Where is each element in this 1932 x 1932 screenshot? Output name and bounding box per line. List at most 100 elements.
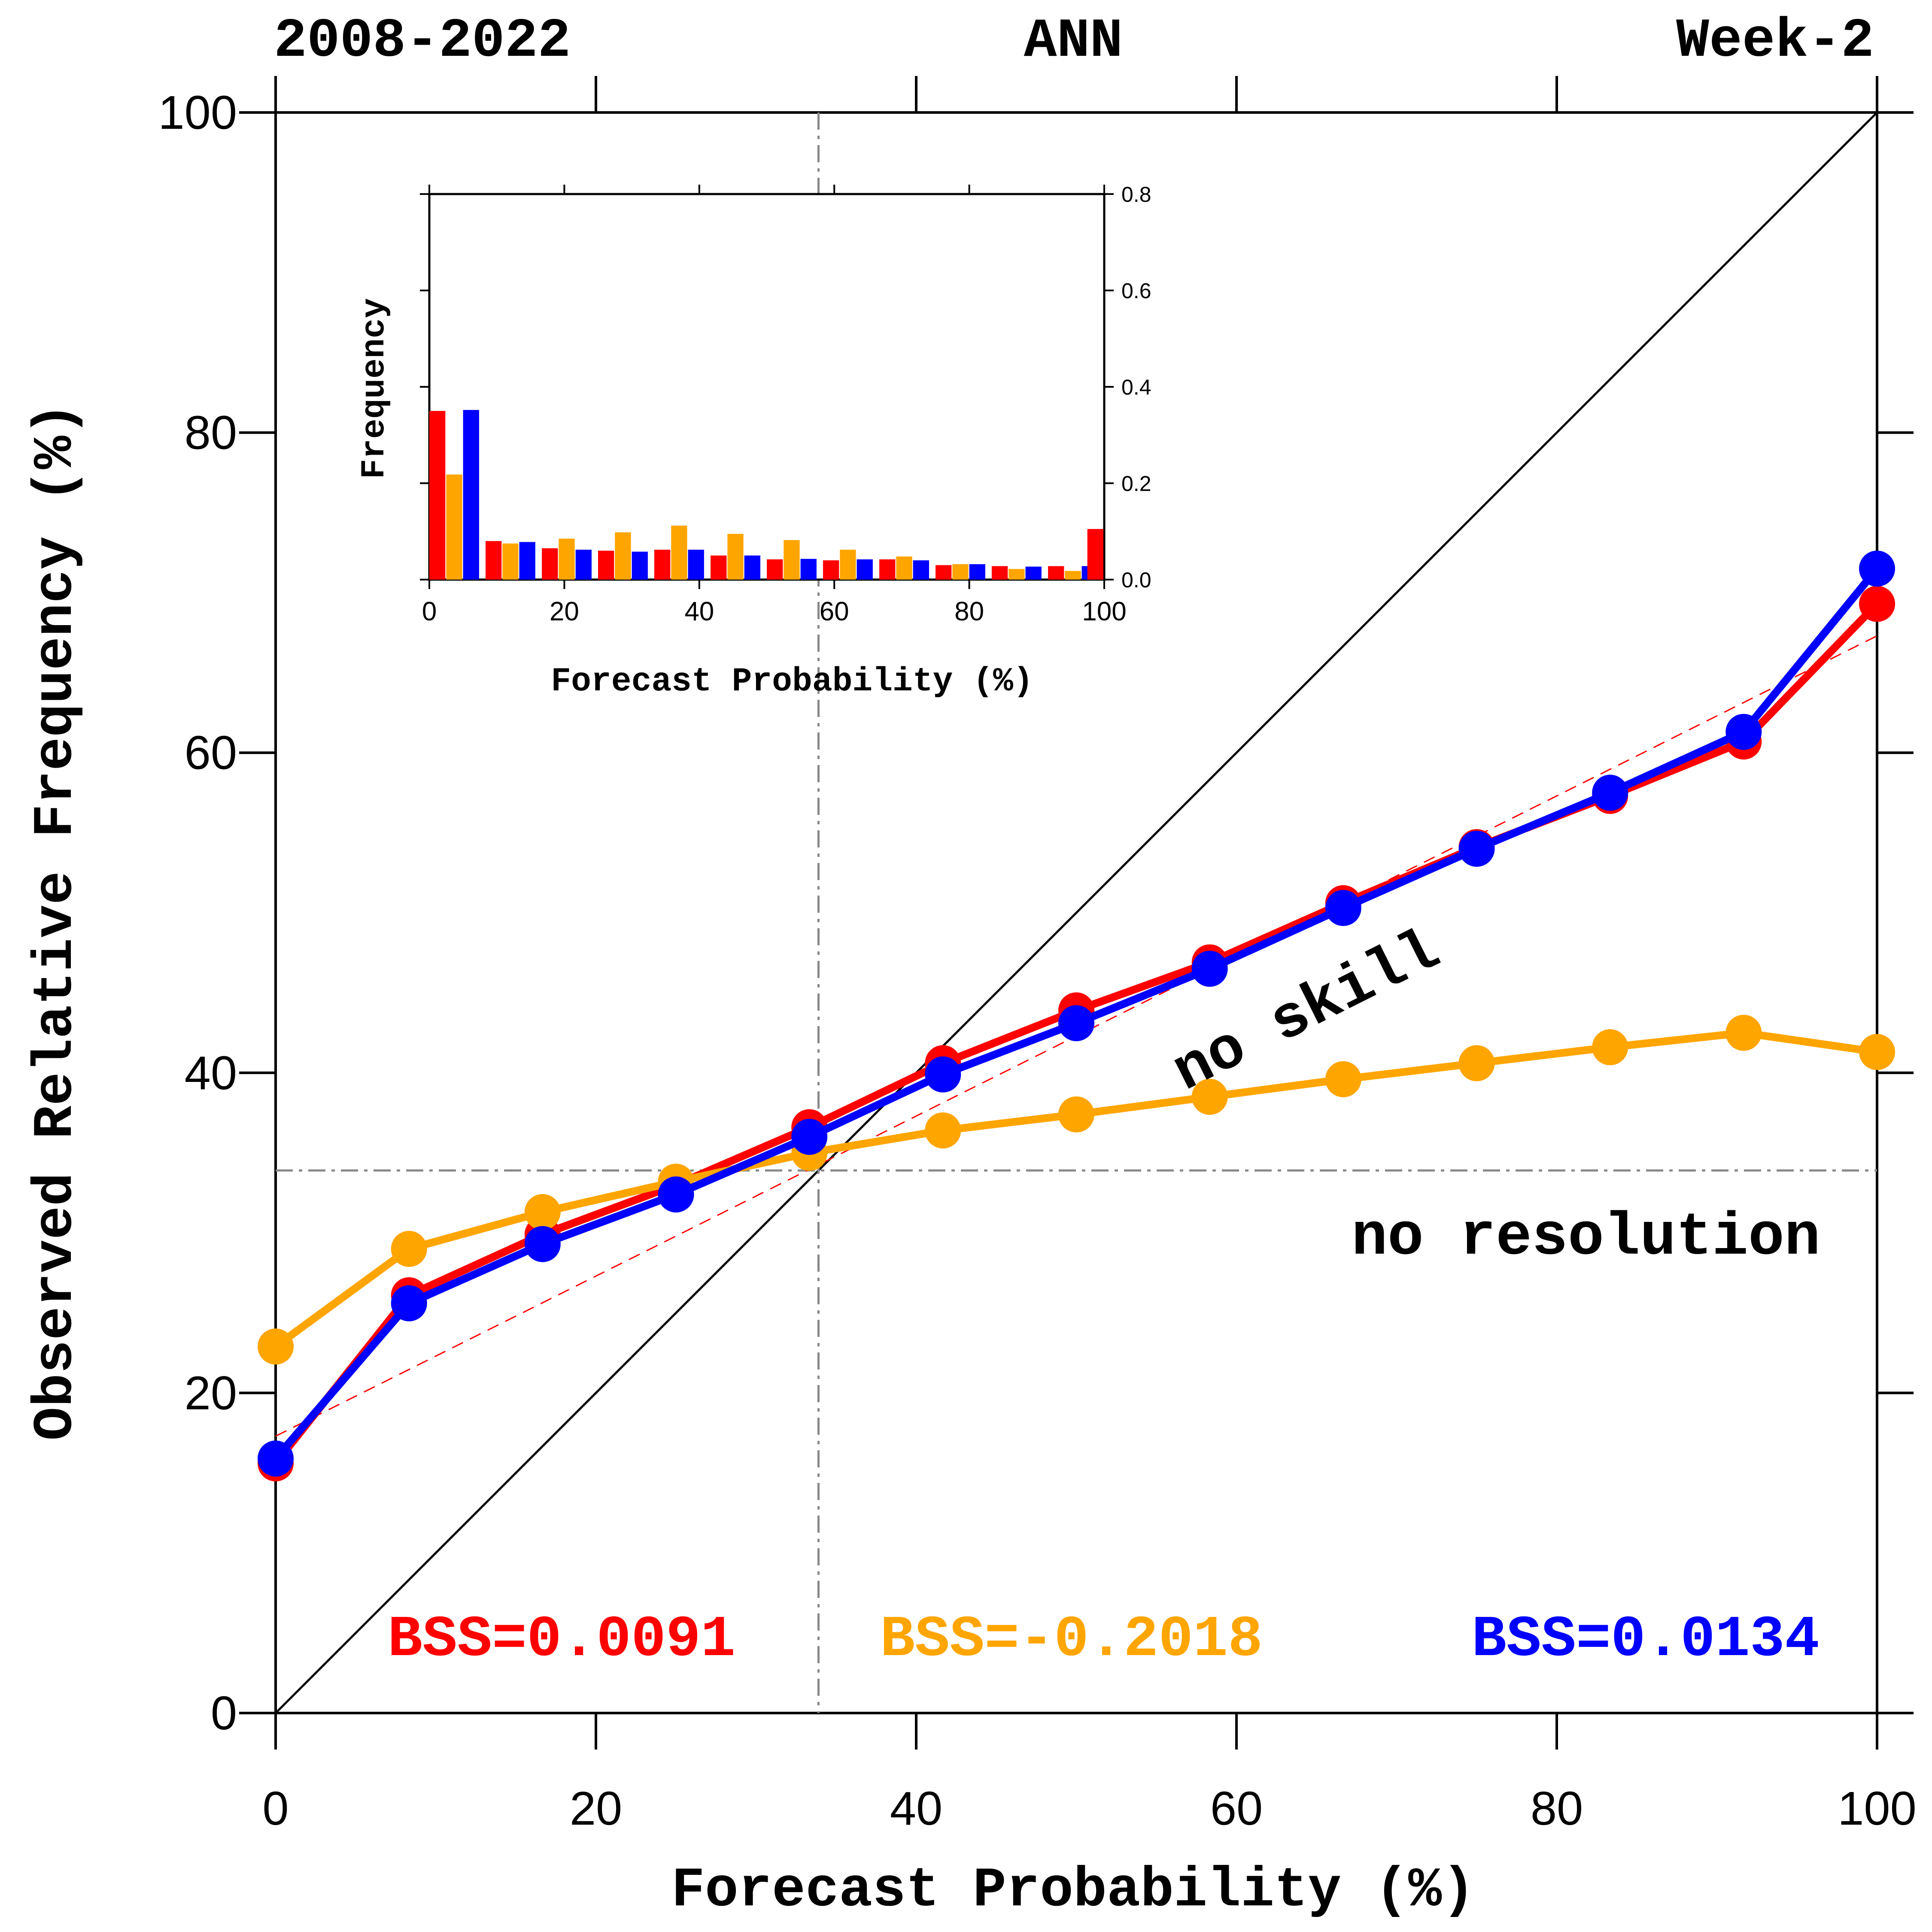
inset-bar-0 — [991, 566, 1008, 580]
inset-x-tick-label: 0 — [422, 597, 437, 626]
inset-bar-0 — [429, 411, 446, 580]
series-point-2 — [1458, 830, 1495, 867]
x-tick-label: 100 — [1838, 1782, 1917, 1835]
y-tick-label: 40 — [185, 1047, 237, 1100]
series-point-2 — [1592, 775, 1628, 811]
inset-bar-0 — [1087, 529, 1103, 580]
inset-bar-1 — [1009, 569, 1025, 580]
series-point-1 — [1191, 1078, 1228, 1115]
inset-x-tick-label: 20 — [550, 597, 579, 626]
inset-bar-2 — [857, 559, 873, 580]
y-axis-title: Observed Relative Frequency (%) — [25, 402, 88, 1440]
inset-bar-0 — [936, 565, 952, 580]
series-line-1 — [273, 1029, 1878, 1350]
bss-orange-label: BSS=-0.2018 — [880, 1607, 1263, 1673]
inset-bar-1 — [559, 538, 575, 580]
series-point-2 — [524, 1226, 561, 1262]
series-point-1 — [524, 1194, 561, 1230]
inset-bar-1 — [615, 532, 631, 580]
inset-bar-2 — [1025, 566, 1042, 580]
series-point-1 — [258, 1328, 294, 1365]
header-center: ANN — [1024, 10, 1123, 73]
inset-x-tick-label: 100 — [1082, 597, 1126, 626]
inset-bar-1 — [727, 534, 744, 580]
inset-bar-2 — [744, 555, 760, 580]
inset-bar-1 — [446, 474, 462, 580]
inset-bar-2 — [688, 550, 704, 580]
inset-frame — [428, 193, 1106, 581]
y-tick-label: 60 — [185, 726, 237, 779]
series-point-2 — [1859, 550, 1895, 587]
inset-bar-2 — [969, 564, 985, 580]
inset-x-tick-label: 80 — [954, 597, 984, 626]
y-tick-label: 100 — [158, 86, 237, 139]
inset-bar-0 — [823, 560, 839, 580]
inset-bar-0 — [767, 559, 783, 580]
inset-x-tick-label: 60 — [820, 597, 849, 626]
inset-bar-0 — [485, 541, 502, 580]
series-point-1 — [1325, 1061, 1361, 1097]
x-axis-title: Forecast Probability (%) — [671, 1859, 1475, 1923]
inset-bar-2 — [913, 560, 929, 580]
inset-bar-0 — [879, 559, 896, 580]
inset-y-tick-label: 0.2 — [1121, 472, 1151, 496]
series-point-1 — [1058, 1096, 1094, 1133]
no-resolution-label: no resolution — [1352, 1204, 1820, 1272]
main-plot: 0 20 40 60 80 100 0 20 40 60 80 100 — [158, 76, 1917, 1835]
inset-bar-0 — [542, 548, 558, 580]
x-tick-label: 80 — [1531, 1782, 1583, 1835]
bss-blue-label: BSS=0.0134 — [1472, 1607, 1820, 1673]
series-point-2 — [1058, 1005, 1094, 1042]
inset-bar-0 — [598, 550, 614, 580]
series-point-2 — [258, 1440, 294, 1477]
inset-bar-1 — [952, 564, 969, 580]
inset-y-tick-label: 0.4 — [1121, 375, 1151, 399]
inset-bar-0 — [1048, 566, 1064, 580]
bss-red-label: BSS=0.0091 — [388, 1607, 735, 1673]
inset-bar-0 — [654, 550, 671, 580]
series-point-2 — [925, 1056, 961, 1093]
x-tick-label: 40 — [890, 1782, 942, 1835]
inset-bar-1 — [671, 526, 687, 580]
series-point-0 — [1859, 586, 1895, 622]
inset-y-tick-label: 0.6 — [1121, 279, 1151, 303]
inset-y-tick-label: 0.0 — [1121, 568, 1151, 592]
y-tick-label: 0 — [211, 1687, 237, 1740]
inset-bar-1 — [896, 556, 912, 580]
plot-frame — [274, 111, 1878, 1714]
header-right: Week-2 — [1676, 10, 1874, 73]
series-point-2 — [658, 1176, 694, 1213]
inset-bar-1 — [840, 550, 856, 580]
series-point-1 — [1725, 1015, 1762, 1051]
inset-bar-2 — [519, 542, 535, 580]
inset-bar-2 — [632, 551, 648, 580]
series-point-2 — [1325, 890, 1361, 926]
perfect-reliability-line — [275, 112, 1878, 1714]
series-point-1 — [1592, 1029, 1628, 1066]
inset-bar-2 — [575, 550, 592, 580]
header-left: 2008-2022 — [274, 10, 571, 73]
series-point-1 — [925, 1112, 961, 1149]
x-tick-label: 60 — [1210, 1782, 1263, 1835]
inset-bar-1 — [784, 540, 800, 580]
inset-y-tick-label: 0.8 — [1121, 182, 1151, 207]
series-point-2 — [1191, 951, 1228, 987]
series-point-2 — [1725, 714, 1762, 750]
series-point-2 — [391, 1285, 427, 1321]
series-point-1 — [391, 1230, 427, 1267]
inset-bar-1 — [1065, 571, 1081, 580]
x-tick-label: 20 — [570, 1782, 622, 1835]
series-point-2 — [791, 1118, 828, 1155]
inset-bar-1 — [502, 543, 519, 580]
y-tick-label: 20 — [185, 1367, 237, 1419]
inset-y-axis-title: Frequency — [356, 298, 394, 479]
inset-histogram: 0 20 40 60 80 100 0.0 0.2 0.4 0.6 0.8 — [420, 182, 1151, 626]
series-point-1 — [1458, 1045, 1495, 1081]
inset-bar-2 — [800, 559, 817, 580]
inset-bar-0 — [711, 555, 727, 580]
inset-x-axis-title: Forecast Probability (%) — [551, 663, 1033, 701]
inset-x-tick-label: 40 — [684, 597, 714, 626]
x-tick-label: 0 — [262, 1782, 289, 1835]
series-point-1 — [1859, 1034, 1895, 1070]
